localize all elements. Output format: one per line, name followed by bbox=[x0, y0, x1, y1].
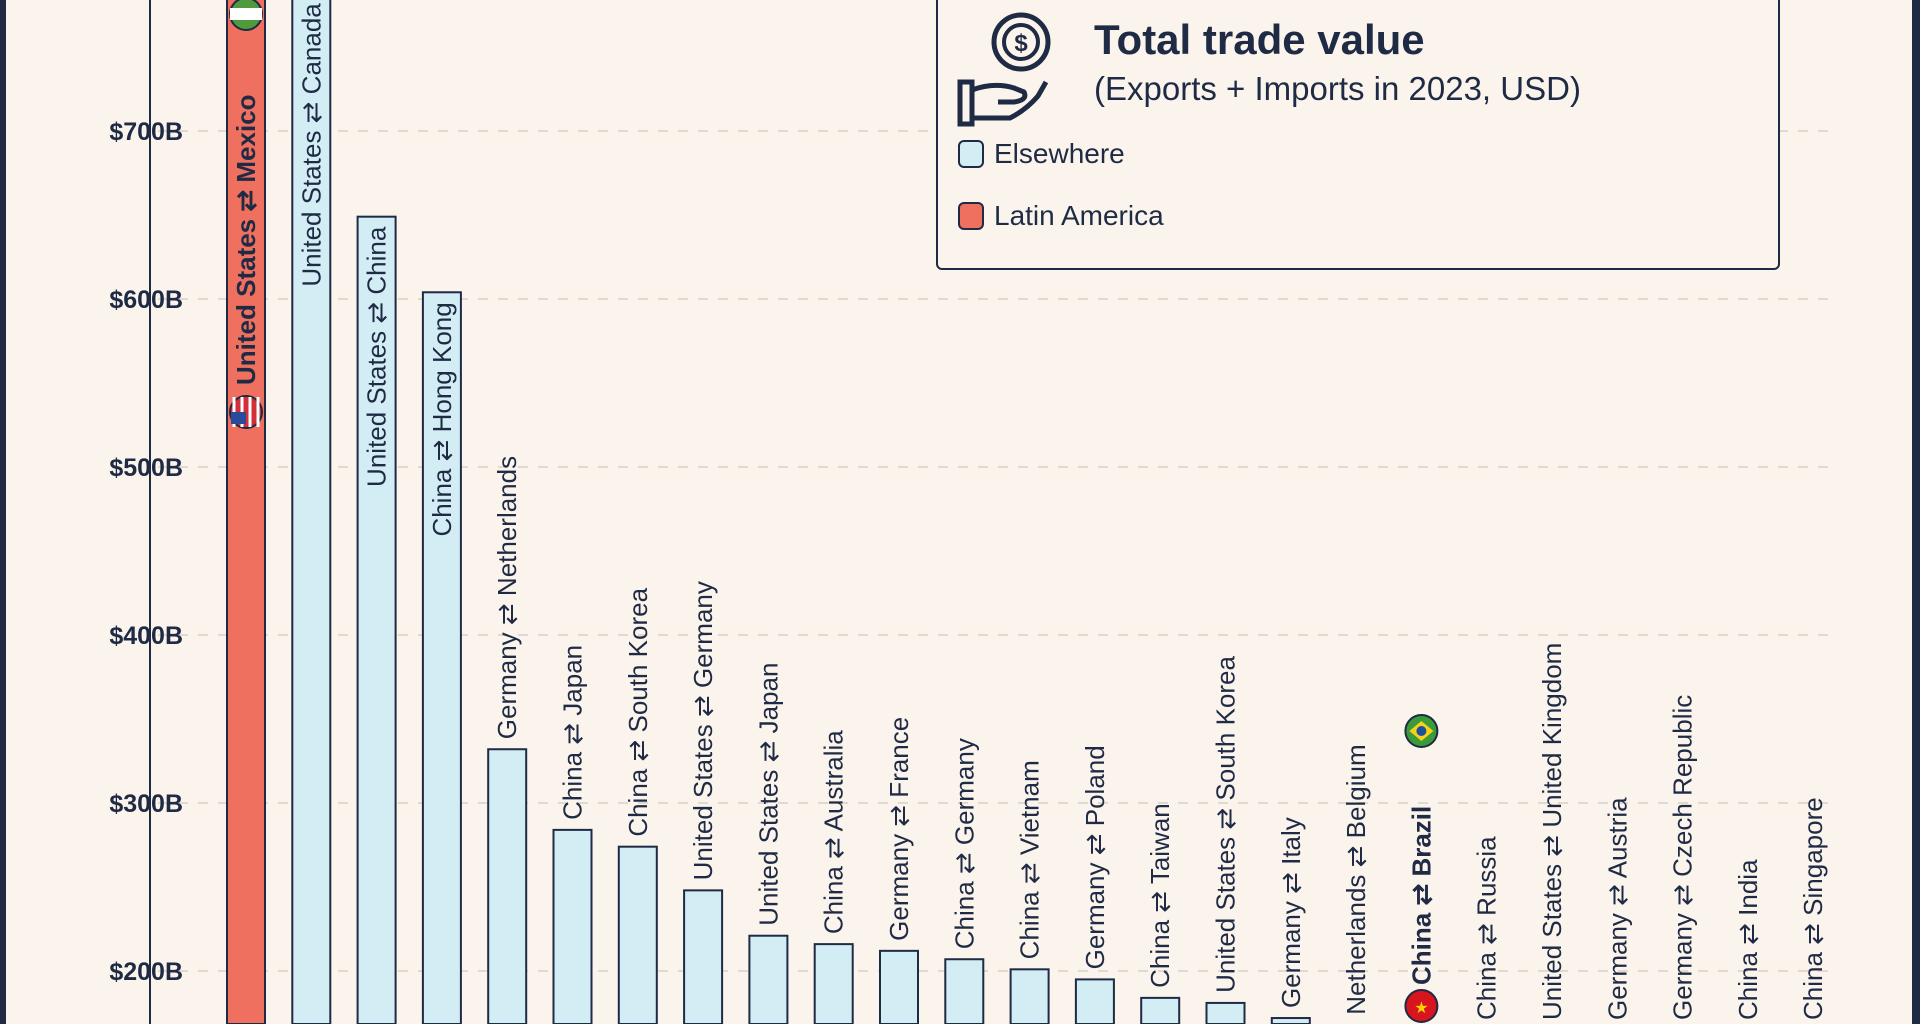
bar bbox=[552, 828, 593, 1024]
y-tick-label: $200B bbox=[109, 958, 183, 986]
svg-text:$: $ bbox=[1014, 30, 1028, 57]
bar bbox=[291, 0, 332, 1024]
legend-label-latin-america: Latin America bbox=[994, 200, 1164, 231]
legend-subtitle: (Exports + Imports in 2023, USD) bbox=[1094, 70, 1581, 107]
bar bbox=[1205, 1001, 1246, 1024]
bar-label: Germany ⇄ Austria bbox=[1602, 797, 1632, 1020]
bar-label: United States ⇄ Japan bbox=[753, 663, 783, 926]
bar-label: China ⇄ Australia bbox=[819, 730, 849, 934]
bar-label: China ⇄ South Korea bbox=[623, 587, 653, 836]
legend-item-elsewhere: Elsewhere bbox=[958, 138, 1125, 170]
y-tick-label: $300B bbox=[109, 790, 183, 818]
legend: $ Total trade value (Exports + Imports i… bbox=[936, 0, 1780, 270]
bar bbox=[879, 949, 919, 1024]
frame-left-border bbox=[0, 0, 6, 1024]
bar-label: United States ⇄ Canada bbox=[296, 3, 326, 287]
bar-label: United States ⇄ China bbox=[362, 226, 392, 487]
us-flag-icon bbox=[229, 395, 263, 429]
y-tick-label: $400B bbox=[109, 622, 183, 650]
bar-label: China ⇄ Hong Kong bbox=[427, 302, 457, 536]
bar-label: United States ⇄ United Kingdom bbox=[1537, 643, 1567, 1020]
bar-label: China ⇄ Russia bbox=[1472, 836, 1502, 1020]
bar-label: China ⇄ India bbox=[1733, 859, 1763, 1020]
flag-band bbox=[230, 8, 262, 20]
legend-item-latin-america: Latin America bbox=[958, 200, 1164, 232]
bar-label: China ⇄ Germany bbox=[949, 738, 979, 949]
mexico-flag-icon bbox=[229, 0, 263, 31]
bar bbox=[813, 943, 854, 1024]
bar-label: Germany ⇄ France bbox=[884, 717, 914, 941]
flag-globe bbox=[1416, 726, 1427, 736]
bar bbox=[421, 291, 462, 1024]
bar bbox=[617, 845, 658, 1024]
bar-label: Germany ⇄ Italy bbox=[1276, 817, 1306, 1008]
bar-label: Germany ⇄ Netherlands bbox=[492, 456, 522, 739]
bar bbox=[226, 0, 266, 1024]
legend-swatch-elsewhere bbox=[958, 140, 984, 168]
bar bbox=[748, 934, 789, 1024]
bar bbox=[487, 748, 528, 1024]
bar bbox=[944, 958, 985, 1024]
bar bbox=[1074, 978, 1115, 1024]
y-tick-label: $700B bbox=[109, 118, 183, 146]
frame-right-border bbox=[1912, 0, 1920, 1024]
flag-canton bbox=[231, 412, 246, 424]
bar-label: China ⇄ Vietnam bbox=[1015, 760, 1045, 959]
brazil-flag-icon bbox=[1404, 714, 1439, 748]
bar-label: Netherlands ⇄ Belgium bbox=[1341, 744, 1371, 1014]
china-flag-icon: ★ bbox=[1404, 989, 1439, 1023]
legend-title: Total trade value bbox=[1094, 16, 1425, 63]
y-tick-label: $500B bbox=[109, 454, 183, 482]
bar bbox=[1270, 1017, 1311, 1024]
flag-circle bbox=[1404, 989, 1439, 1023]
bar bbox=[683, 889, 724, 1024]
legend-swatch-latin-america bbox=[958, 202, 984, 230]
y-tick-label: $600B bbox=[109, 286, 183, 314]
bar-label: China ⇄ Taiwan bbox=[1145, 803, 1175, 988]
bar-label: China ⇄ Japan bbox=[558, 645, 588, 820]
bar-label: China ⇄ Brazil bbox=[1406, 806, 1436, 985]
bar-label: China ⇄ Singapore bbox=[1798, 797, 1828, 1020]
bar bbox=[1140, 996, 1181, 1024]
bar-label: Germany ⇄ Czech Republic bbox=[1668, 695, 1698, 1020]
hand-holding-dollar-icon: $ bbox=[957, 12, 1051, 127]
flag-star: ★ bbox=[1414, 1000, 1428, 1017]
bar-label: United States ⇄ Mexico bbox=[231, 94, 261, 385]
legend-label-elsewhere: Elsewhere bbox=[994, 138, 1125, 169]
bar bbox=[356, 215, 397, 1024]
bar bbox=[1009, 968, 1050, 1024]
bar-label: United States ⇄ Germany bbox=[688, 581, 718, 880]
bar-label: Germany ⇄ Poland bbox=[1080, 745, 1110, 969]
bar-label: United States ⇄ South Korea bbox=[1211, 656, 1241, 993]
